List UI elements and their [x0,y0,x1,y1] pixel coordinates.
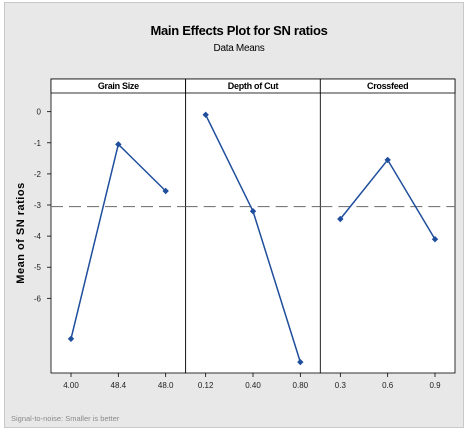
data-point [297,358,304,366]
panel-label: Crossfeed [367,81,408,91]
y-axis-label: Mean of SN ratios [15,182,27,283]
chart-title: Main Effects Plot for SN ratios [150,23,327,38]
panel-label: Depth of Cut [228,81,279,91]
y-tick-label: -5 [34,263,42,272]
x-tick-label: 4.00 [63,381,79,390]
panel-frame [185,78,321,374]
main-effects-chart: Main Effects Plot for SN ratios Data Mea… [4,2,464,428]
data-point [384,156,391,164]
x-tick-label: 0.12 [198,381,214,390]
data-point [162,187,169,195]
data-point [337,215,344,223]
chart-canvas: Main Effects Plot for SN ratios Data Mea… [11,23,456,423]
x-tick-label: 0.3 [335,381,347,390]
data-point [115,141,122,148]
panel-label: Grain Size [98,81,139,91]
y-tick-label: 0 [37,108,42,117]
x-tick-label: 0.40 [245,381,261,390]
data-point [431,236,439,243]
panel-frame [50,78,187,374]
data-point [249,208,257,215]
x-tick-label: 0.6 [382,381,394,390]
y-tick-label: -6 [34,294,42,303]
y-tick-label: -1 [34,139,42,148]
x-tick-label: 48.0 [158,381,174,390]
y-tick-label: -3 [34,201,42,210]
footnote: Signal-to-noise: Smaller is better [11,414,120,423]
x-tick-label: 48.4 [111,381,127,390]
y-tick-label: -2 [34,170,42,179]
panel-frame [319,78,456,374]
y-tick-label: -4 [34,232,42,241]
x-tick-label: 0.80 [293,381,309,390]
chart-subtitle: Data Means [214,43,265,54]
panels-group: 0 -1 -2 -3 -4 -5 -6 Grain Size 4.00 48.4 48.0 Depth… [34,78,456,390]
x-tick-label: 0.9 [429,381,441,390]
panel-header [319,78,456,94]
data-point [67,335,75,342]
data-point [202,111,209,118]
